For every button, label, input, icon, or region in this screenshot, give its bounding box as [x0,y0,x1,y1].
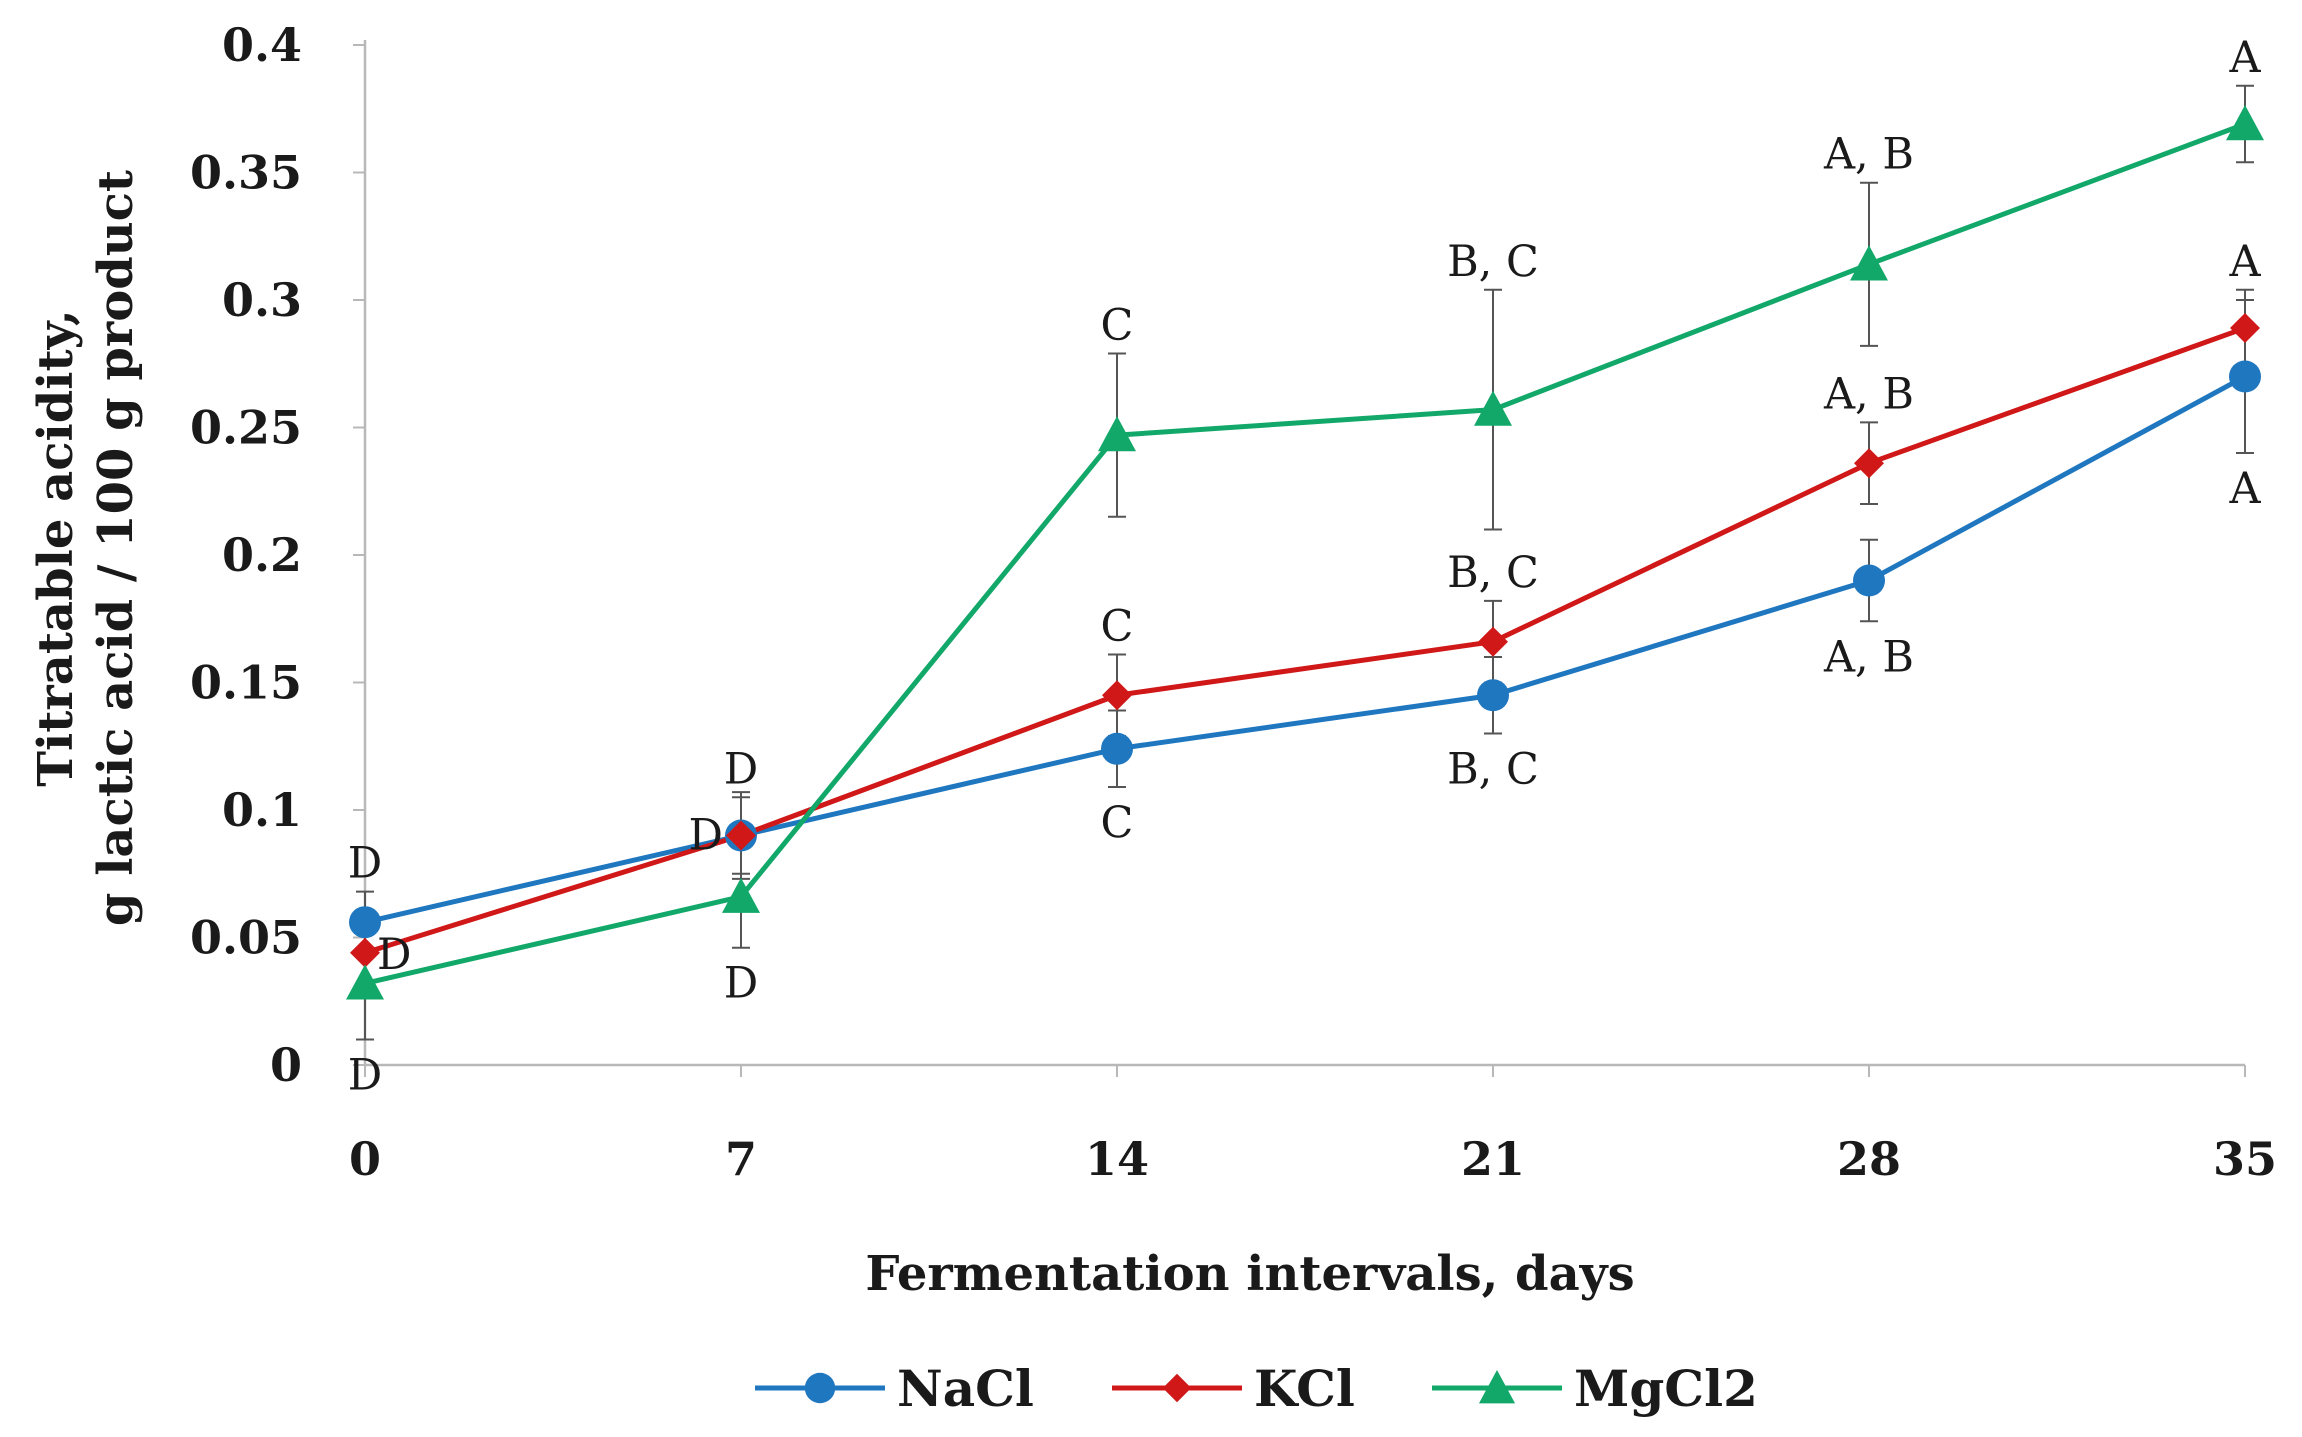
legend-item-mgcl2: MgCl2 [1432,1359,1758,1418]
mgcl2-data-point [2226,105,2264,141]
x-tick-label: 35 [2213,1132,2277,1186]
kcl-data-point [350,937,380,968]
legend-label-mgcl2: MgCl2 [1574,1359,1758,1418]
kcl-significance-label: D [689,811,723,861]
nacl-data-point [2229,360,2261,393]
kcl-data-point [1102,680,1132,711]
kcl-significance-label: D [377,930,411,980]
y-tick-label: 0.1 [222,783,302,837]
x-tick-label: 0 [349,1132,381,1186]
axes: 0 0.05 0.1 0.15 0.2 0.25 0.3 0.35 0.4 0 7 14 21 28 35 [190,18,2277,1186]
nacl-data-point [1853,564,1885,597]
nacl-significance-label: C [1101,798,1134,848]
kcl-data-point [1478,626,1508,657]
legend-item-kcl: KCl [1112,1359,1355,1418]
y-tick-label: 0.2 [222,528,302,582]
kcl-significance-label: C [1101,601,1134,651]
legend: NaCl KCl MgCl2 [755,1359,1758,1418]
nacl-significance-label: A [2228,464,2261,514]
kcl-data-point [726,820,756,851]
y-tick-label: 0 [270,1038,302,1092]
legend-marker-nacl [804,1372,836,1404]
mgcl2-series-line [364,121,2246,986]
y-tick-label: 0.3 [222,273,302,327]
legend-marker-kcl [1162,1373,1192,1403]
y-axis-title-line1: Titratable acidity, [28,309,84,786]
mgcl2-significance-label: A [2228,33,2261,83]
nacl-significance-label: B, C [1447,745,1539,795]
nacl-significance-label: D [724,744,758,794]
mgcl2-data-point [722,877,760,913]
mgcl2-significance-label: A, B [1823,130,1914,180]
y-tick-label: 0.25 [190,401,302,455]
kcl-data-point [1854,448,1884,479]
mgcl2-data-point [346,964,384,1000]
data-points [346,105,2264,1000]
y-axis-title-line2: g lactic acid / 100 g product [88,170,144,926]
y-tick-label: 0.35 [190,146,302,200]
kcl-significance-label: B, C [1447,548,1539,598]
x-tick-label: 14 [1085,1132,1149,1186]
nacl-data-point [1101,732,1133,765]
legend-item-nacl: NaCl [755,1359,1034,1418]
kcl-significance-label: A, B [1823,369,1914,419]
mgcl2-data-point [1098,416,1136,452]
kcl-data-point [2230,313,2260,344]
kcl-significance-label: A [2228,237,2261,287]
mgcl2-significance-label: B, C [1447,237,1539,287]
legend-label-kcl: KCl [1254,1359,1355,1418]
legend-marker-mgcl2 [1478,1369,1516,1404]
series-lines [364,121,2247,986]
mgcl2-significance-label: D [348,1051,382,1101]
nacl-series-line [364,374,2247,925]
nacl-significance-label: D [348,839,382,889]
x-axis-title: Fermentation intervals, days [865,1246,1634,1302]
kcl-series-line [364,325,2246,956]
y-tick-label: 0.15 [190,656,302,710]
x-tick-label: 7 [725,1132,757,1186]
mgcl2-significance-label: D [724,959,758,1009]
nacl-significance-label: A, B [1823,632,1914,682]
y-tick-label: 0.05 [190,911,302,965]
x-tick-label: 28 [1837,1132,1901,1186]
x-tick-label: 21 [1461,1132,1525,1186]
nacl-data-point [1477,679,1509,712]
mgcl2-significance-label: C [1101,301,1134,351]
mgcl2-data-point [1850,245,1888,281]
mgcl2-data-point [1474,390,1512,426]
nacl-data-point [349,906,381,939]
legend-label-nacl: NaCl [897,1359,1034,1418]
y-tick-label: 0.4 [222,18,302,72]
